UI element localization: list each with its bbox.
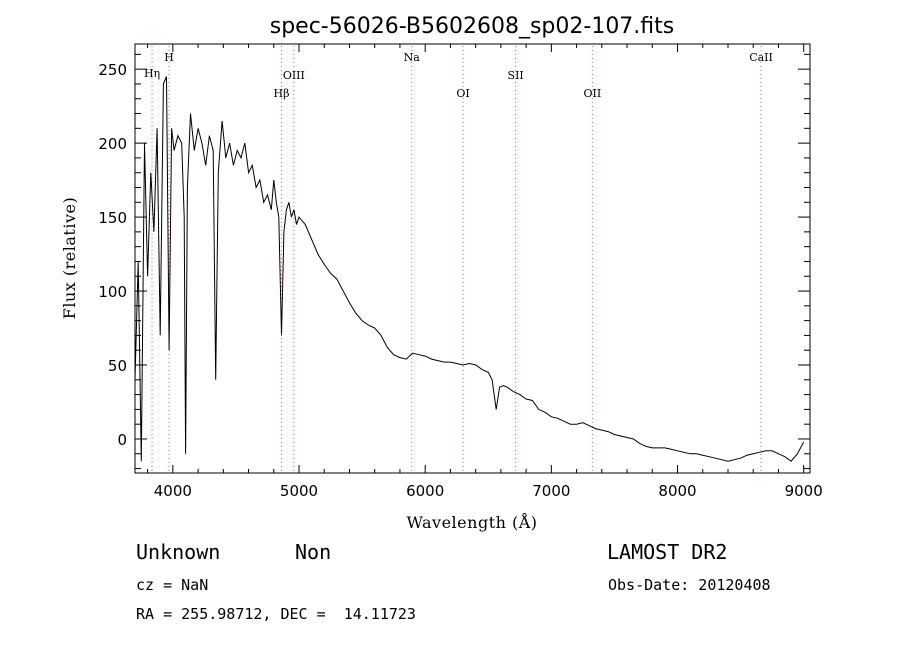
redshift-readout: cz = NaN — [136, 576, 209, 594]
coordinates-readout: RA = 255.98712, DEC = 14.11723 — [136, 605, 416, 623]
emission-line-label: OII — [584, 87, 602, 100]
y-tick-label: 0 — [117, 431, 127, 449]
emission-line-label: Hβ — [274, 87, 290, 100]
chart-title: spec-56026-B5602608_sp02-107.fits — [270, 14, 675, 39]
x-tick-label: 7000 — [532, 482, 570, 500]
y-axis: 0 50 100 150 200 250 — [98, 53, 810, 470]
x-tick-label: 8000 — [658, 482, 696, 500]
emission-line-markers: Hη H Hβ OIII Na OI SII OII CaII — [144, 46, 773, 471]
y-tick-label: 150 — [98, 209, 127, 227]
object-class: Unknown — [136, 540, 221, 564]
emission-line-label: OI — [456, 87, 469, 100]
x-tick-label: 5000 — [280, 482, 318, 500]
object-subclass: Non — [295, 540, 332, 564]
spectrum-line — [134, 76, 805, 462]
observation-date: Obs-Date: 20120408 — [608, 576, 771, 594]
emission-line-label: Hη — [144, 67, 160, 80]
emission-line-label: SII — [508, 69, 524, 82]
x-axis-label: Wavelength (Å) — [406, 512, 537, 532]
emission-line-label: Na — [404, 51, 421, 64]
y-tick-label: 50 — [108, 357, 127, 375]
plot-frame — [134, 43, 811, 474]
y-tick-label: 250 — [98, 61, 127, 79]
emission-line-label: OIII — [283, 69, 305, 82]
y-axis-label: Flux (relative) — [60, 197, 79, 319]
y-tick-label: 100 — [98, 283, 127, 301]
survey-name: LAMOST DR2 — [607, 540, 728, 564]
emission-line-label: CaII — [749, 51, 773, 64]
x-tick-label: 4000 — [154, 482, 192, 500]
x-axis: 4000 5000 6000 7000 8000 9000 — [147, 44, 823, 500]
x-tick-label: 9000 — [785, 482, 823, 500]
y-tick-label: 200 — [98, 135, 127, 153]
emission-line-label: H — [164, 51, 174, 64]
x-tick-label: 6000 — [406, 482, 444, 500]
